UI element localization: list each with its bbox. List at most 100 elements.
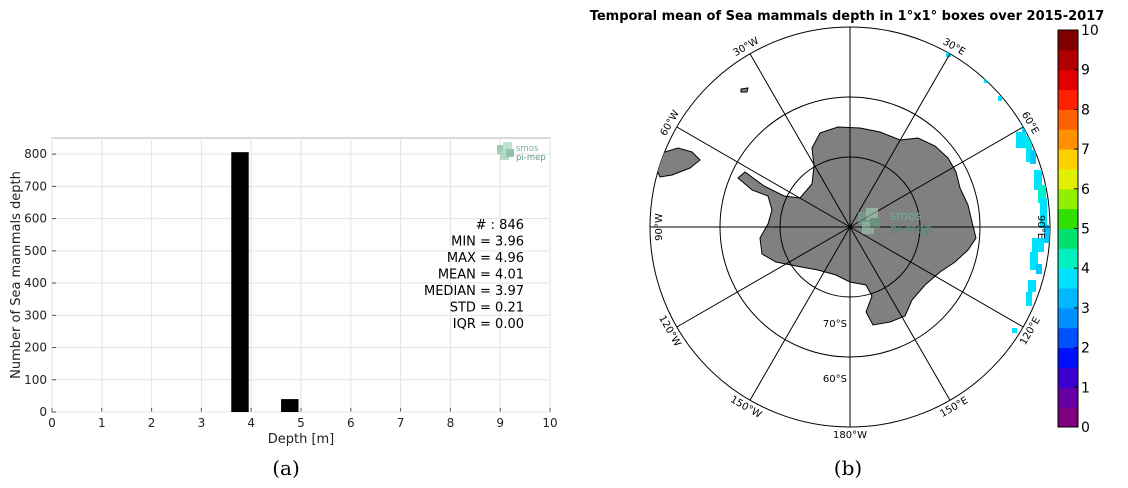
statistic-line: MAX = 4.96 (447, 251, 524, 266)
x-tick-label: 1 (98, 416, 106, 430)
histogram-y-axis-label: Number of Sea mammals depth (9, 171, 24, 379)
south-georgia-island (740, 87, 749, 93)
map-smos-pimep-logo: smos pi-mep (858, 208, 932, 236)
statistic-line: IQR = 0.00 (453, 317, 524, 332)
histogram-bars (231, 152, 299, 412)
colorbar-segment (1058, 367, 1078, 388)
smos-logo-icon (497, 142, 514, 160)
colorbar-segment (1058, 387, 1078, 408)
meridian-line (849, 226, 1024, 328)
colorbar-tick-label: 9 (1081, 63, 1090, 79)
longitude-label: 180°W (833, 430, 867, 441)
colorbar-segment (1058, 129, 1078, 150)
colorbar-segment (1058, 228, 1078, 249)
colorbar-segment (1058, 49, 1078, 71)
panel-b-caption: (b) (834, 456, 862, 480)
y-tick-label: 700 (24, 179, 47, 193)
logo-text-pimep: pi-mep (516, 153, 546, 163)
map-latitude-labels: 70°S 60°S (823, 319, 847, 385)
polar-map-panel: Temporal mean of Sea mammals depth in 1°… (590, 9, 1105, 480)
colorbar-segment (1058, 248, 1078, 269)
antarctica-landmass (737, 126, 977, 326)
x-tick-label: 5 (297, 416, 305, 430)
histogram-x-tick-labels: 0 1 2 3 4 5 6 7 8 9 10 (48, 416, 557, 430)
x-tick-label: 0 (48, 416, 56, 430)
colorbar-tick-label: 8 (1081, 102, 1090, 118)
colorbar-segment (1058, 327, 1078, 349)
colorbar-tick-label: 7 (1081, 142, 1090, 158)
y-tick-label: 300 (24, 308, 47, 322)
colorbar-segment (1058, 307, 1078, 329)
longitude-label: 90°W (654, 213, 665, 241)
meridian-line (676, 126, 851, 228)
histogram-y-tick-labels: 0 100 200 300 400 500 600 700 800 (24, 147, 47, 419)
colorbar-segment (1058, 30, 1078, 51)
statistic-line: MIN = 3.96 (451, 235, 524, 250)
y-tick-label: 800 (24, 147, 47, 161)
colorbar-tick-label: 5 (1081, 222, 1090, 238)
meridian-line (849, 226, 951, 401)
statistic-line: MEAN = 4.01 (438, 268, 524, 283)
map-graticule (650, 27, 1050, 427)
colorbar-tick-label: 10 (1081, 23, 1099, 39)
colorbar-segment (1058, 347, 1078, 368)
colorbar-segment (1058, 208, 1078, 229)
statistic-line: # : 846 (476, 218, 524, 233)
x-tick-label: 8 (447, 416, 455, 430)
colorbar-segment (1058, 89, 1078, 110)
map-land (654, 87, 977, 326)
colorbar-segment (1058, 407, 1078, 428)
meridian-line (849, 53, 951, 228)
colorbar-segment (1058, 149, 1078, 170)
latitude-label: 60°S (823, 374, 847, 385)
colorbar-segment (1058, 268, 1078, 289)
colorbar-segment (1058, 109, 1078, 130)
colorbar-segment (1058, 188, 1078, 210)
map-smos-logo-icon (858, 208, 880, 234)
y-tick-label: 600 (24, 212, 47, 226)
colorbar-segment (1058, 168, 1078, 190)
y-tick-label: 100 (24, 373, 47, 387)
panel-a-caption: (a) (272, 456, 300, 480)
colorbar-tick-label: 2 (1081, 341, 1090, 357)
meridian-line (849, 126, 1024, 228)
colorbar-tick-label: 4 (1081, 261, 1090, 277)
y-tick-label: 200 (24, 341, 47, 355)
histogram-bar (231, 152, 249, 412)
histogram-x-axis-label: Depth [m] (268, 432, 335, 447)
x-tick-label: 2 (148, 416, 156, 430)
map-title: Temporal mean of Sea mammals depth in 1°… (590, 9, 1105, 24)
y-tick-label: 0 (39, 405, 47, 419)
colorbar-tick-label: 6 (1081, 182, 1090, 198)
logo-text-smos: smos (516, 144, 539, 154)
longitude-label: 90°E (1035, 215, 1046, 239)
colorbar-tick-label: 1 (1081, 380, 1090, 396)
map-logo-text-pimep: pi-mep (890, 222, 932, 236)
statistic-line: STD = 0.21 (450, 301, 524, 316)
x-tick-label: 9 (496, 416, 504, 430)
colorbar-segment (1058, 69, 1078, 91)
map-logo-text-smos: smos (890, 209, 922, 223)
colorbar-tick-label: 3 (1081, 301, 1090, 317)
histogram-bar (281, 399, 299, 412)
histogram-panel: 0 1 2 3 4 5 6 7 8 9 10 0 100 200 300 400 500 600 700 800 D… (9, 137, 558, 480)
meridian-line (676, 226, 851, 328)
meridian-line (749, 226, 851, 401)
statistic-line: MEDIAN = 3.97 (424, 284, 524, 299)
colorbar (1057, 29, 1079, 428)
meridian-line (749, 53, 851, 228)
colorbar-segment (1058, 288, 1078, 309)
x-tick-label: 4 (247, 416, 255, 430)
y-tick-label: 400 (24, 276, 47, 290)
smos-pimep-logo: smos pi-mep (497, 142, 546, 163)
colorbar-tick-labels: 0 1 2 3 4 5 6 7 8 9 10 (1081, 23, 1099, 436)
y-tick-label: 500 (24, 244, 47, 258)
x-tick-label: 3 (198, 416, 206, 430)
x-tick-label: 7 (397, 416, 405, 430)
histogram-grid (51, 138, 551, 413)
colorbar-tick-label: 0 (1081, 420, 1090, 436)
x-tick-label: 10 (542, 416, 557, 430)
latitude-label: 70°S (823, 319, 847, 330)
